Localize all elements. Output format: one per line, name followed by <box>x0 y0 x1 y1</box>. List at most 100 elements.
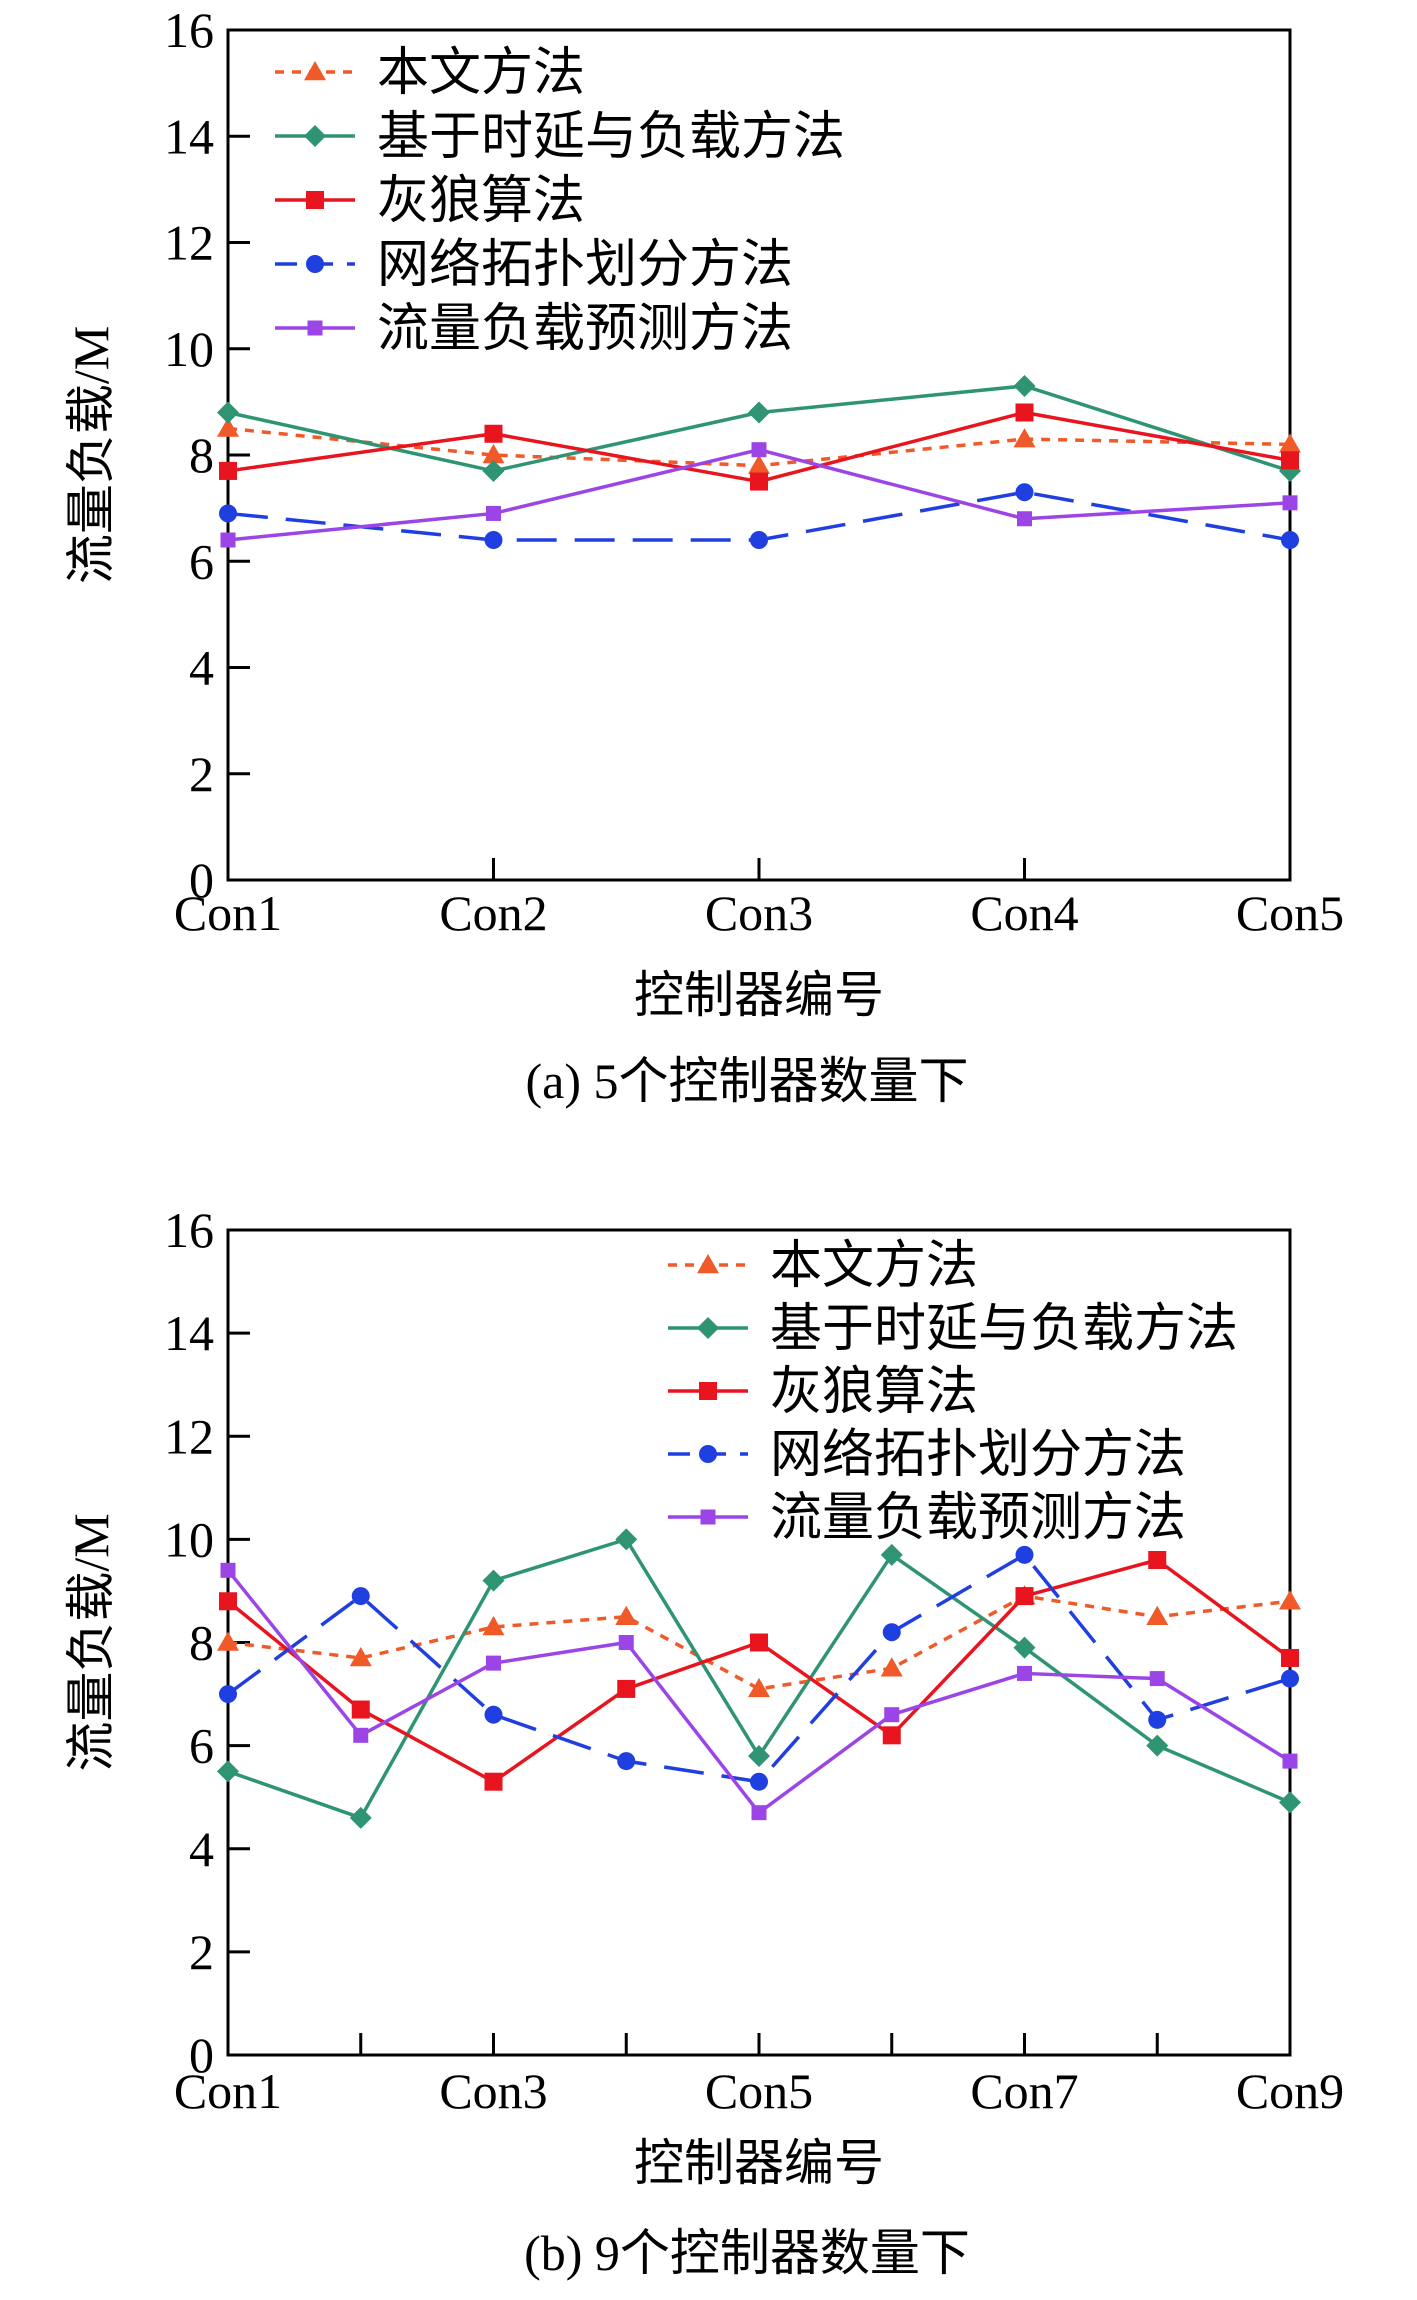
x-axis-title: 控制器编号 <box>634 967 884 1023</box>
y-tick-label: 16 <box>164 2 214 58</box>
series-2 <box>217 374 1301 482</box>
data-point <box>748 454 770 474</box>
data-point <box>882 1726 901 1745</box>
series-3 <box>219 1551 1299 1791</box>
data-point <box>1017 511 1032 527</box>
data-point <box>748 1677 770 1698</box>
data-point <box>482 1616 505 1636</box>
x-tick-label: Con1 <box>174 2063 282 2119</box>
x-tick-label: Con1 <box>174 885 282 941</box>
data-point <box>482 459 505 482</box>
data-point <box>750 1772 768 1791</box>
data-point <box>219 504 237 523</box>
data-point <box>1015 1545 1034 1564</box>
legend-marker <box>306 255 324 273</box>
data-point <box>217 1631 239 1651</box>
legend-marker <box>699 1445 717 1463</box>
y-tick-label: 2 <box>189 1924 214 1980</box>
data-point <box>484 1705 503 1724</box>
data-point <box>217 417 239 437</box>
data-point <box>1279 433 1301 453</box>
legend-label: 基于时延与负载方法 <box>770 1301 1238 1358</box>
data-point <box>220 1562 236 1578</box>
y-tick-label: 6 <box>189 1718 214 1774</box>
legend-label: 本文方法 <box>770 1238 978 1295</box>
legend-marker <box>307 320 323 336</box>
chart-panel-a: 0 2 4 6 8 10 12 14 16 Con1 Con2 Con3 Con4 Con5 控制器编号 流量… <box>63 2 1344 1109</box>
data-point <box>482 1569 505 1592</box>
data-point <box>1149 1671 1165 1687</box>
data-point <box>353 1727 369 1743</box>
data-point <box>618 1635 634 1650</box>
data-point <box>484 531 503 549</box>
legend-marker <box>304 125 326 147</box>
x-tick-label: Con9 <box>1236 2063 1344 2119</box>
y-axis-title: 流量负载/M <box>63 326 119 584</box>
data-point <box>748 401 770 424</box>
series-4 <box>219 483 1299 549</box>
data-point <box>1281 531 1299 549</box>
data-point <box>884 1707 900 1723</box>
data-point <box>1015 1587 1034 1606</box>
data-point <box>1148 1551 1167 1569</box>
legend-label: 网络拓扑划分方法 <box>377 237 793 294</box>
data-point <box>217 401 239 424</box>
legend-label: 灰狼算法 <box>377 173 585 230</box>
figure-caption: (a) 5个控制器数量下 <box>526 1053 969 1109</box>
data-point <box>1013 1636 1036 1659</box>
data-point <box>750 1633 768 1652</box>
y-tick-label: 12 <box>164 215 214 271</box>
data-point <box>1281 1648 1299 1667</box>
data-point <box>1148 1710 1167 1729</box>
y-axis-title: 流量负载/M <box>63 1513 119 1771</box>
data-point <box>351 1587 370 1606</box>
x-tick-label: Con4 <box>970 885 1078 941</box>
data-point <box>349 1806 372 1829</box>
legend-label: 流量负载预测方法 <box>377 301 793 358</box>
data-point <box>1146 1734 1169 1757</box>
legend-marker <box>699 1382 717 1400</box>
data-point <box>1279 1590 1301 1610</box>
y-tick-label: 10 <box>164 321 214 377</box>
x-tick-label: Con5 <box>705 2063 813 2119</box>
y-tick-label: 10 <box>164 1511 214 1567</box>
series-5 <box>220 442 1298 548</box>
data-point <box>751 1805 767 1821</box>
x-tick-label: Con3 <box>705 885 813 941</box>
data-point <box>1282 1753 1298 1769</box>
y-tick-label: 12 <box>164 1408 214 1464</box>
data-point <box>217 1760 239 1783</box>
data-point <box>349 1646 372 1667</box>
series-2 <box>217 1528 1301 1829</box>
legend-label: 灰狼算法 <box>770 1364 978 1421</box>
data-point <box>219 461 237 480</box>
legend-marker <box>697 1254 719 1274</box>
data-point <box>880 1543 903 1566</box>
data-point <box>1013 428 1036 448</box>
series-5 <box>220 1562 1298 1821</box>
y-tick-label: 8 <box>189 427 214 483</box>
legend-marker <box>697 1317 719 1339</box>
legend-marker <box>700 1509 716 1525</box>
data-point <box>1146 1605 1169 1625</box>
legend-marker <box>306 191 324 209</box>
y-tick-label: 16 <box>164 1202 214 1258</box>
data-point <box>751 442 767 458</box>
y-tick-label: 8 <box>189 1615 214 1671</box>
data-point <box>219 1592 237 1611</box>
data-point <box>750 531 768 549</box>
legend-label: 网络拓扑划分方法 <box>770 1427 1186 1484</box>
chart-panel-b: 0 2 4 6 8 10 12 14 16 Con1 Con3 Con5 Con7 Con9 控制器编号 流量… <box>63 1202 1344 2281</box>
legend-marker <box>304 61 326 81</box>
data-point <box>1017 1665 1032 1681</box>
series-4 <box>219 1545 1299 1791</box>
figure-caption: (b) 9个控制器数量下 <box>524 2225 970 2281</box>
data-point <box>486 1655 501 1671</box>
data-point <box>748 1744 770 1767</box>
y-tick-label: 6 <box>189 533 214 589</box>
data-point <box>617 1752 636 1771</box>
data-point <box>615 1528 638 1551</box>
data-point <box>615 1605 638 1625</box>
legend-label: 基于时延与负载方法 <box>377 109 845 166</box>
